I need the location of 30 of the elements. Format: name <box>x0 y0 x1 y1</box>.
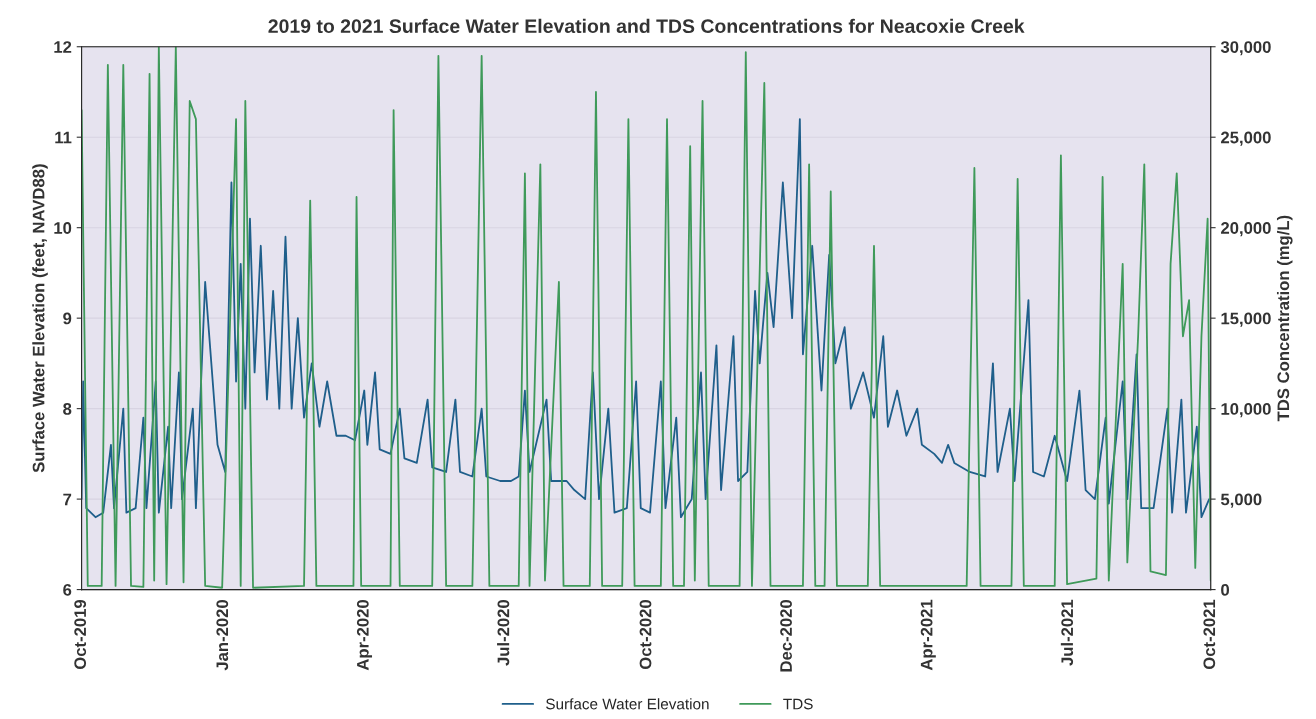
y2-tick-label: 25,000 <box>1221 131 1271 146</box>
y2-tick-label: 10,000 <box>1221 403 1271 418</box>
legend-label: Surface Water Elevation <box>546 698 709 710</box>
x-tick-label: Jul-2020 <box>497 599 510 666</box>
line-series <box>81 118 1211 519</box>
y2-tick-label: 15,000 <box>1221 312 1271 327</box>
y-tick-label: 7 <box>63 493 72 506</box>
y-tick-label: 10 <box>54 222 72 234</box>
line-series <box>81 46 1211 589</box>
x-tick-label: Apr-2020 <box>356 599 373 671</box>
y2-tick-label: 0 <box>1221 583 1230 596</box>
y2-tick-label: 30,000 <box>1220 41 1271 56</box>
x-tick-label: Jul-2021 <box>1060 599 1074 666</box>
x-tick-label: Oct-2021 <box>1203 599 1216 670</box>
legend-label: TDS <box>783 698 813 710</box>
y-tick-label: 12 <box>54 41 72 53</box>
x-tick-label: Oct-2019 <box>74 599 87 670</box>
chart-title: 2019 to 2021 Surface Water Elevation and TDS Concentrations for Neacoxie Creek <box>268 18 1025 34</box>
y2-axis-title: TDS Concentration (mg/L) <box>1276 215 1293 422</box>
y-tick-label: 9 <box>63 312 72 325</box>
y-tick-label: 11 <box>55 131 72 144</box>
y-tick-label: 6 <box>63 583 72 596</box>
y2-tick-label: 5,000 <box>1220 493 1262 508</box>
y-tick-label: 8 <box>63 403 72 415</box>
x-tick-label: Apr-2021 <box>920 599 936 671</box>
x-tick-label: Oct-2020 <box>639 599 652 670</box>
y2-tick-label: 20,000 <box>1221 222 1271 237</box>
x-tick-label: Jan-2020 <box>216 599 229 671</box>
y-axis-title: Surface Water Elevation (feet, NAVD88) <box>32 164 48 473</box>
x-tick-label: Dec-2020 <box>780 599 792 672</box>
